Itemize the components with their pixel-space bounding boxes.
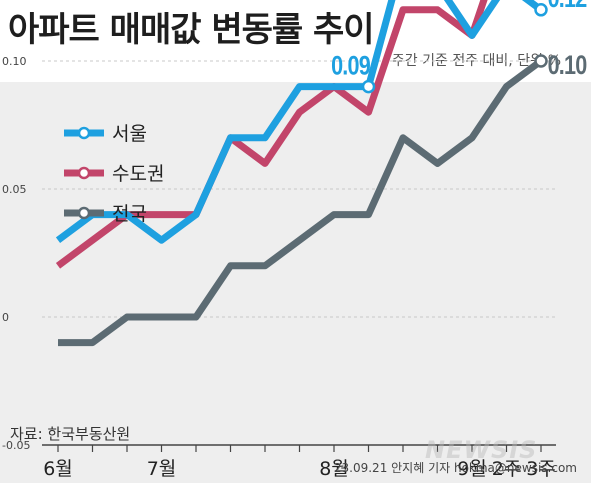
x-tick-label: 9월 bbox=[457, 458, 487, 480]
x-tick-label: 6월 bbox=[43, 458, 73, 480]
chart-panel bbox=[0, 82, 591, 483]
newsis-watermark-logo: NEWSIS bbox=[425, 436, 537, 462]
series-line-seoul bbox=[55, 0, 544, 244]
x-tick-label: 7월 bbox=[147, 458, 177, 480]
legend-label: 전국 bbox=[112, 203, 147, 225]
data-point-marker bbox=[361, 79, 376, 94]
data-point-marker bbox=[534, 3, 548, 17]
legend-item: 수도권 bbox=[64, 163, 164, 185]
credit-line: 23.09.21 안지혜 기자 hokma@newsis.com bbox=[333, 461, 577, 475]
data-value-label: 0.09 bbox=[331, 51, 370, 81]
x-tick-label: 8월 bbox=[319, 458, 349, 480]
svg-text:NEWSIS: NEWSIS bbox=[425, 436, 537, 462]
legend-item: 서울 bbox=[64, 123, 147, 145]
legend-item: 전국 bbox=[64, 203, 147, 225]
data-value-label: 0.10 bbox=[548, 51, 587, 81]
x-tick-label: 3주 bbox=[526, 458, 556, 480]
data-point-marker bbox=[534, 54, 548, 68]
source-note: 자료: 한국부동산원 bbox=[10, 425, 131, 443]
series-line-national bbox=[58, 58, 544, 347]
legend-swatch-marker bbox=[77, 206, 91, 220]
legend-label: 서울 bbox=[112, 123, 147, 145]
legend-swatch-marker bbox=[77, 166, 91, 180]
legend-swatch-marker bbox=[77, 126, 91, 140]
page-title: 아파트 매매값 변동률 추이 bbox=[8, 10, 375, 50]
y-tick-label: 0.05 bbox=[2, 183, 27, 196]
y-tick-label: 0.10 bbox=[2, 55, 27, 68]
y-tick-label: 0 bbox=[2, 311, 9, 324]
legend-label: 수도권 bbox=[112, 163, 164, 185]
y-tick-label: -0.05 bbox=[2, 439, 30, 452]
series-line-sudogwon bbox=[55, 0, 488, 269]
x-tick-label: 2주 bbox=[492, 458, 522, 480]
data-value-label: 0.12 bbox=[548, 0, 587, 13]
